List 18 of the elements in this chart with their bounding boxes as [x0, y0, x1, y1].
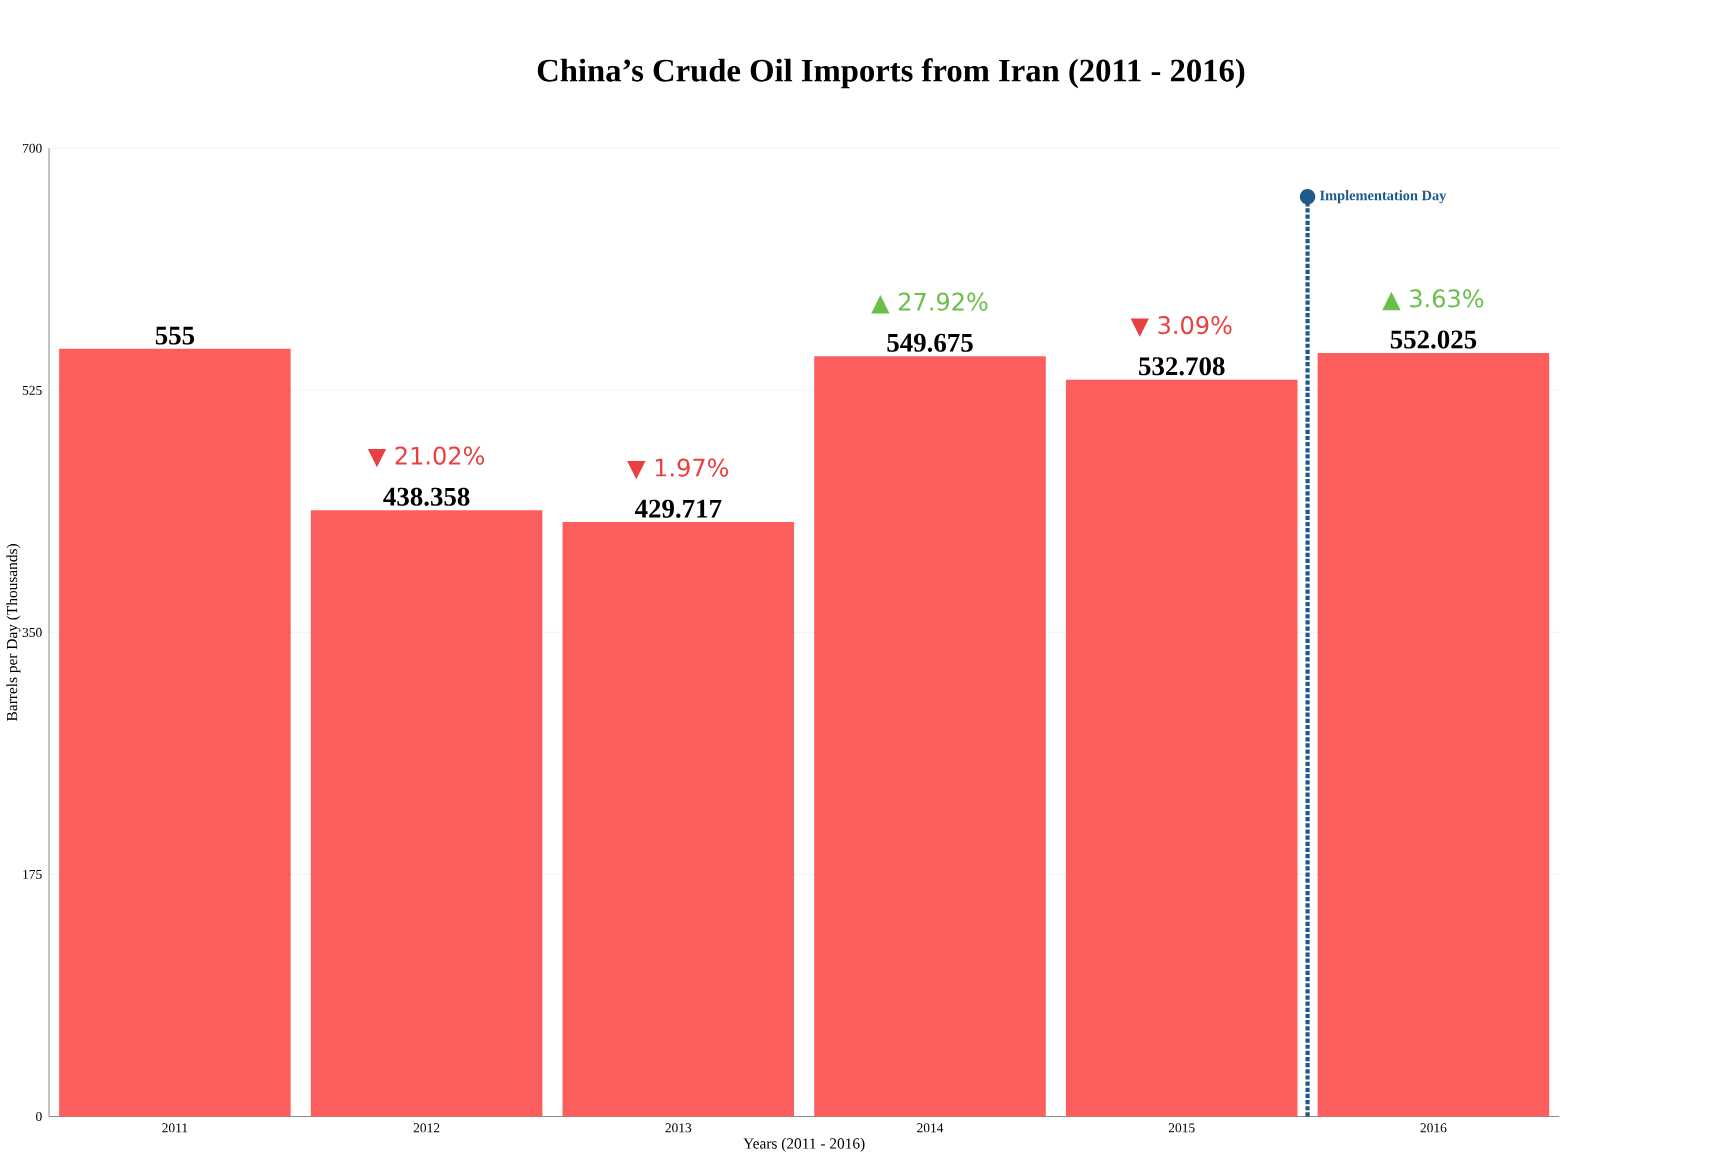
data-label: 552.025	[1390, 330, 1477, 349]
bar	[1317, 352, 1550, 1117]
annotation: ▼ 3.09%	[1130, 315, 1232, 337]
data-label: 438.358	[383, 487, 470, 506]
bar	[562, 521, 795, 1117]
bar	[1065, 379, 1298, 1117]
data-label: 549.675	[887, 333, 973, 352]
annotation: ▲ 3.63%	[1382, 289, 1484, 310]
annotation: ▼ 21.02%	[367, 446, 485, 468]
annotation: ▼ 1.97%	[627, 458, 729, 480]
chart-title: China’s Crude Oil Imports from Iran (2011 - 2016)	[537, 58, 1245, 88]
bar	[59, 348, 291, 1117]
bar	[814, 355, 1046, 1117]
bar	[310, 509, 543, 1117]
data-label: 532.708	[1139, 356, 1225, 376]
data-label: 555	[155, 326, 195, 345]
data-label: 429.717	[634, 499, 722, 518]
annotation: ▲ 27.92%	[871, 292, 988, 314]
